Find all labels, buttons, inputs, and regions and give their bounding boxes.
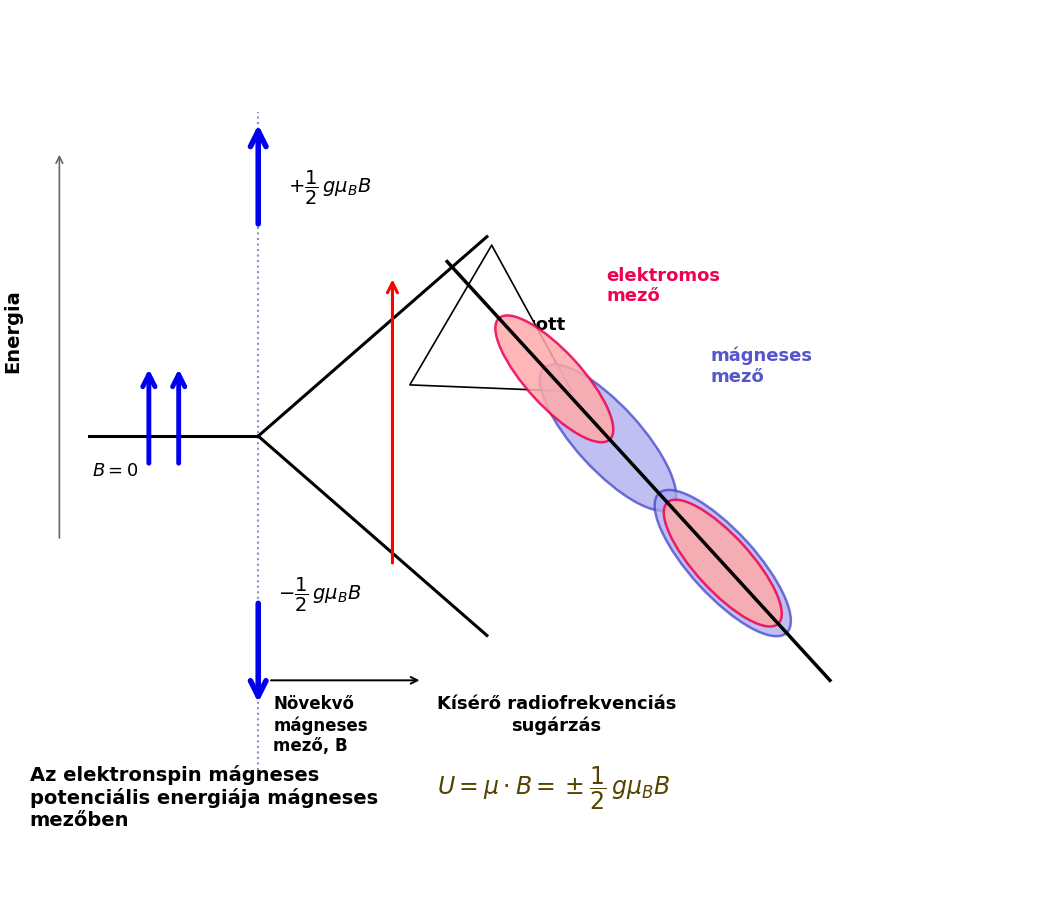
- Text: RF okozott
átmenet: RF okozott átmenet: [457, 317, 566, 356]
- Text: elektromos
mező: elektromos mező: [606, 266, 721, 306]
- Ellipse shape: [495, 316, 613, 442]
- Text: Az elektronspin mágneses
potenciális energiája mágneses
mezőben: Az elektronspin mágneses potenciális ene…: [30, 765, 377, 830]
- Ellipse shape: [540, 365, 676, 510]
- Ellipse shape: [655, 490, 791, 636]
- Text: mágneses
mező: mágneses mező: [711, 346, 812, 386]
- Text: Növekvő
mágneses
mező, B: Növekvő mágneses mező, B: [273, 695, 368, 755]
- Text: $+\dfrac{1}{2}\,g\mu_B B$: $+\dfrac{1}{2}\,g\mu_B B$: [288, 169, 371, 207]
- Text: $-\dfrac{1}{2}\,g\mu_B B$: $-\dfrac{1}{2}\,g\mu_B B$: [279, 576, 361, 613]
- Text: Kísérő radiofrekvenciás
sugárzás: Kísérő radiofrekvenciás sugárzás: [437, 695, 676, 735]
- Ellipse shape: [663, 500, 781, 626]
- Text: Energia: Energia: [3, 289, 22, 373]
- Text: $U = \mu \cdot B = \pm\dfrac{1}{2}\,g\mu_B B$: $U = \mu \cdot B = \pm\dfrac{1}{2}\,g\mu…: [437, 765, 670, 812]
- Text: $B = 0$: $B = 0$: [92, 462, 138, 480]
